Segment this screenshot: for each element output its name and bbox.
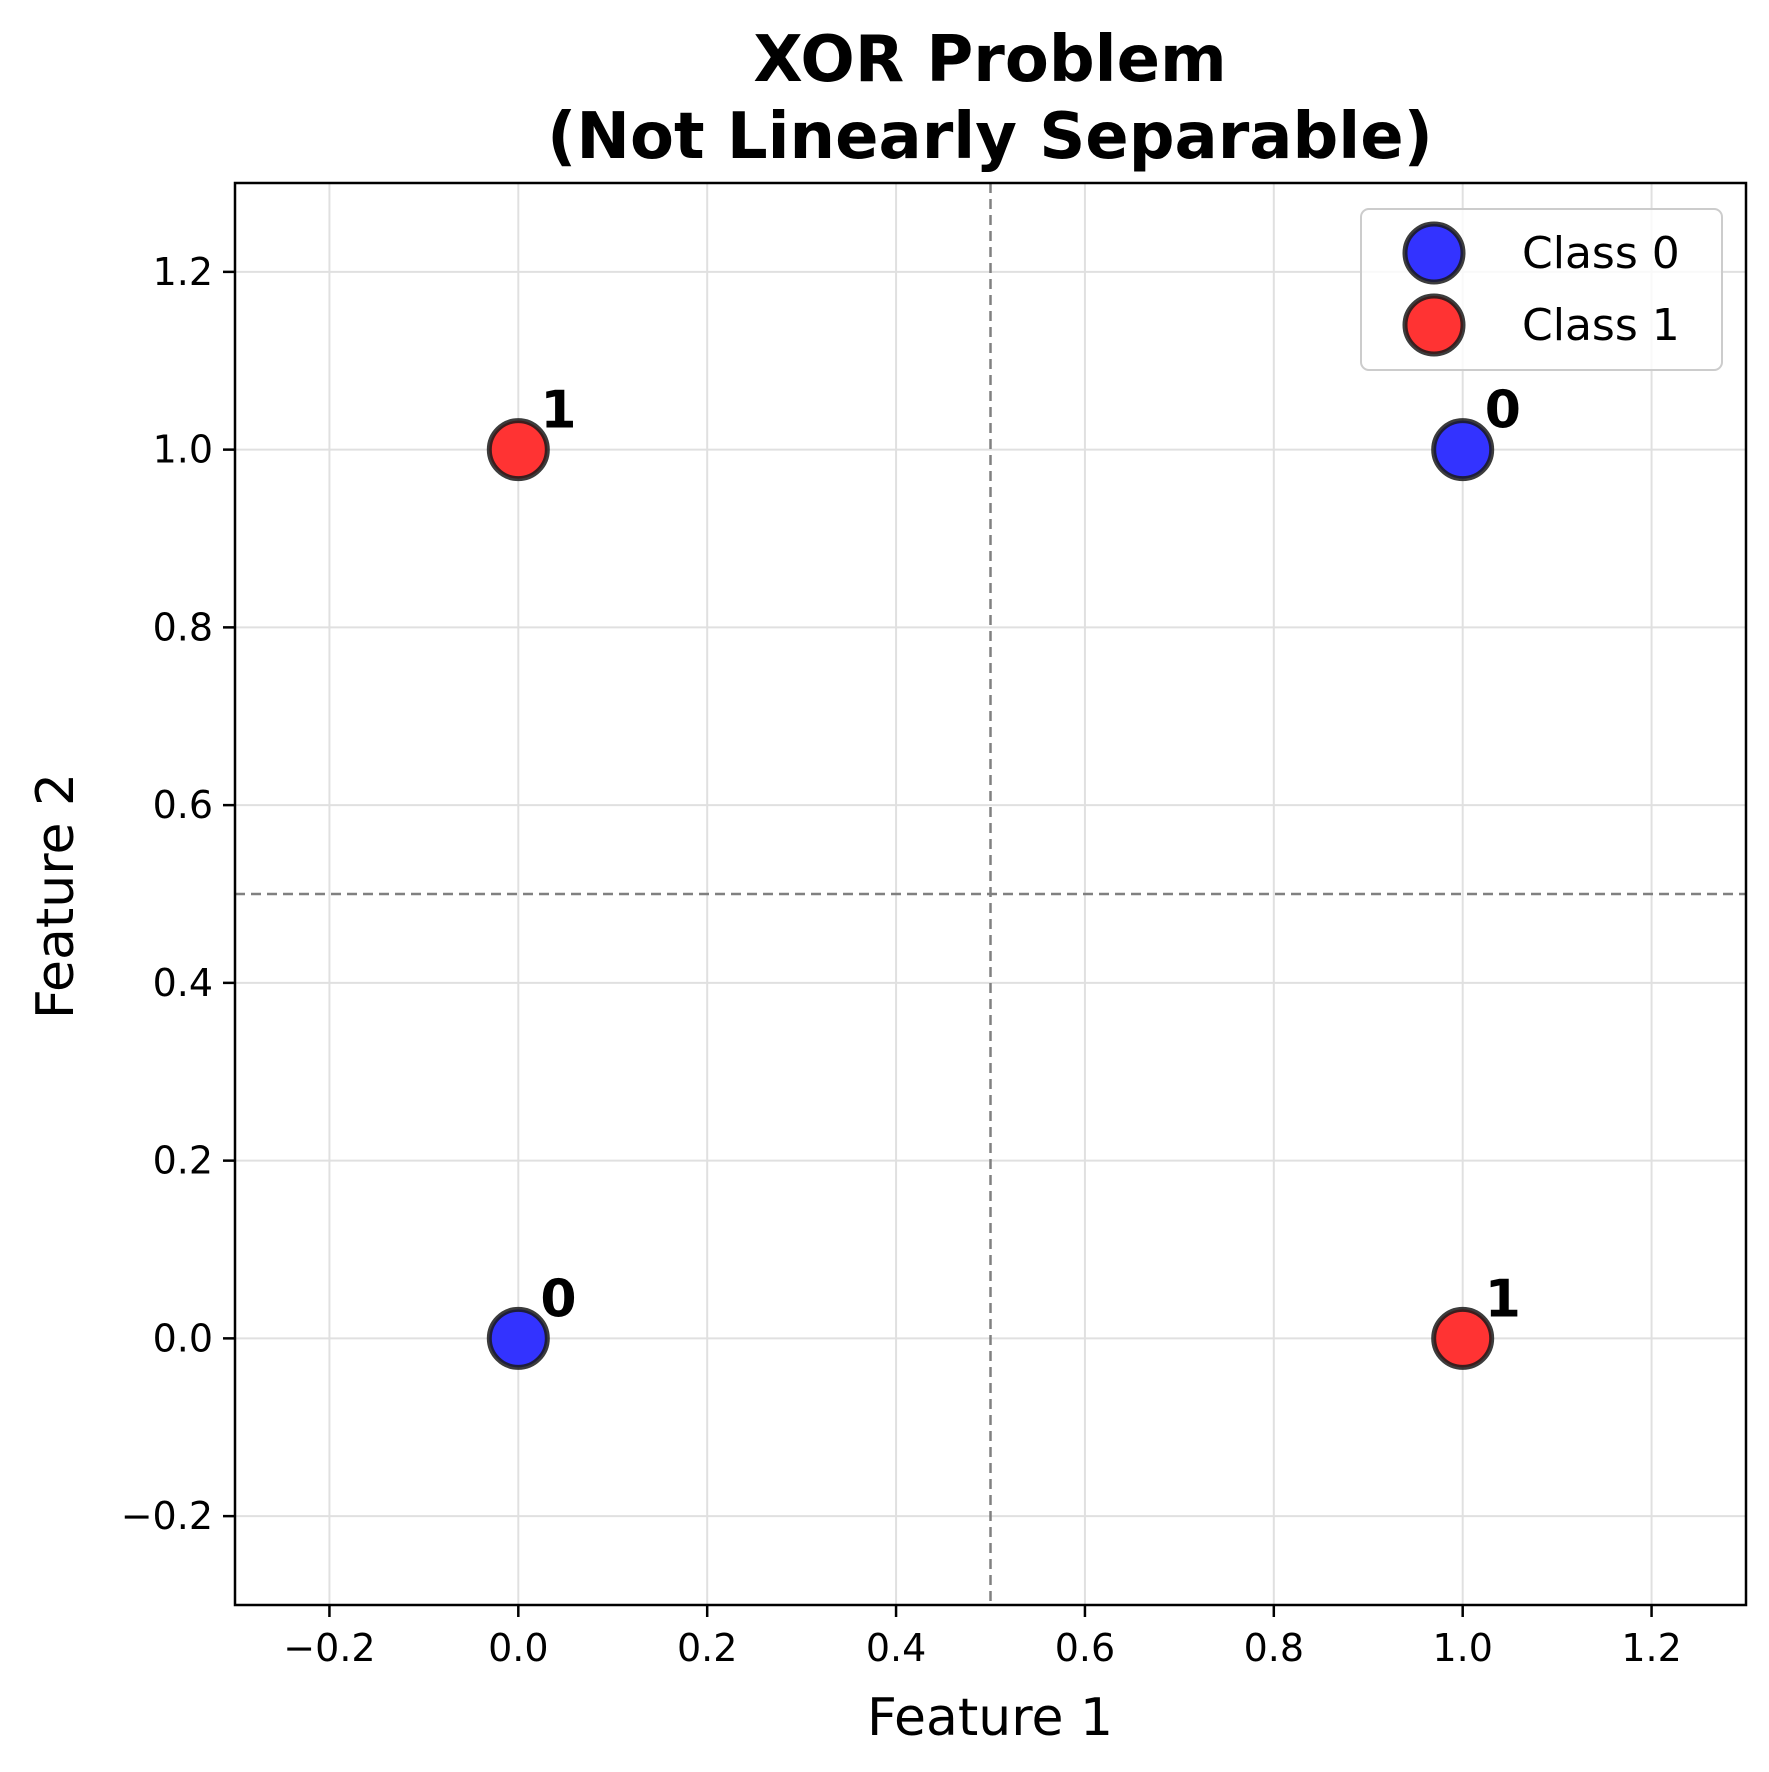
data-point-class-1 xyxy=(486,418,550,482)
x-axis-label: Feature 1 xyxy=(867,1688,1113,1748)
plot-area-frame xyxy=(233,181,1748,1607)
x-tick-label: 1.2 xyxy=(1621,1626,1681,1670)
y-tick-label: 1.0 xyxy=(153,428,213,472)
x-tick-label: 0.2 xyxy=(677,1626,737,1670)
data-point-label: 1 xyxy=(540,381,576,441)
y-tick-label: 0.8 xyxy=(153,605,213,649)
data-point-class-1 xyxy=(1431,1306,1495,1370)
chart-title-line-1: XOR Problem xyxy=(753,23,1226,97)
y-axis-label: Feature 2 xyxy=(26,773,86,1019)
data-point-label: 0 xyxy=(1485,381,1521,441)
reference-lines xyxy=(235,183,1746,1605)
data-points: 0 0 1 1 xyxy=(486,381,1521,1370)
x-tick-label: 0.6 xyxy=(1055,1626,1115,1670)
x-tick-label: 0.4 xyxy=(866,1626,926,1670)
legend-swatch-class-1 xyxy=(1402,293,1466,357)
y-tick-label: 0.6 xyxy=(153,783,213,827)
y-tick-label: 0.4 xyxy=(153,961,213,1005)
data-point-label: 0 xyxy=(540,1269,576,1329)
legend-label-class-0: Class 0 xyxy=(1522,228,1680,279)
data-point-class-0 xyxy=(486,1306,550,1370)
legend: Class 0 Class 1 xyxy=(1360,208,1723,371)
chart-title-line-2: (Not Linearly Separable) xyxy=(547,100,1433,174)
legend-swatch-class-0 xyxy=(1402,221,1466,285)
y-tick-label: 0.0 xyxy=(153,1316,213,1360)
x-tick-label: −0.2 xyxy=(283,1626,375,1670)
legend-label-class-1: Class 1 xyxy=(1522,300,1680,351)
data-point-label: 1 xyxy=(1485,1269,1521,1329)
x-tick-label: 0.0 xyxy=(488,1626,548,1670)
data-point-class-0 xyxy=(1431,418,1495,482)
y-tick-label: 0.2 xyxy=(153,1139,213,1183)
y-tick-label: −0.2 xyxy=(121,1494,213,1538)
axis-ticks: −0.2 0.0 0.2 0.4 0.6 0.8 1.0 1.2 −0.2 0.0 0.2 0.4 0.… xyxy=(121,250,1682,1670)
x-tick-label: 0.8 xyxy=(1244,1626,1304,1670)
y-tick-label: 1.2 xyxy=(153,250,213,294)
x-tick-label: 1.0 xyxy=(1432,1626,1492,1670)
